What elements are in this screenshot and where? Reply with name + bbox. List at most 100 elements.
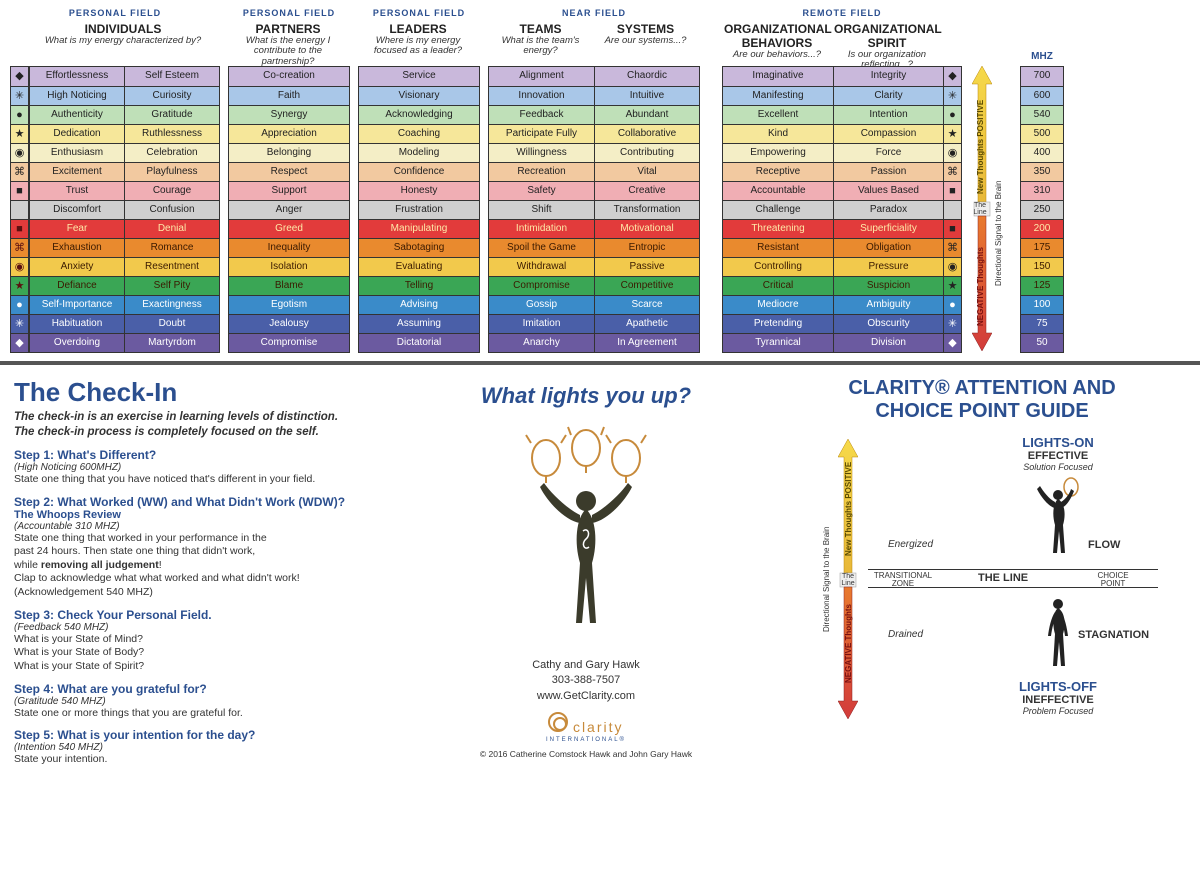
table-row: ★DedicationRuthlessness xyxy=(11,124,219,143)
table-cell: Exactingness xyxy=(124,296,219,314)
table-cell: Pressure xyxy=(833,258,943,276)
clarity-logo-icon xyxy=(548,712,568,732)
table-row: IntimidationMotivational xyxy=(489,219,699,238)
table-row: WithdrawalPassive xyxy=(489,257,699,276)
table-row: ⌘ExhaustionRomance xyxy=(11,238,219,257)
mhz-cell: 200 xyxy=(1021,220,1063,238)
table-row: KindCompassion★ xyxy=(723,124,961,143)
mhz-cell: 175 xyxy=(1021,239,1063,257)
table-cell: Acknowledging xyxy=(359,106,479,124)
row-icon: ■ xyxy=(943,220,961,238)
table-row: ChallengeParadox xyxy=(723,200,961,219)
table-cell: Appreciation xyxy=(229,125,349,143)
table-cell: Passion xyxy=(833,163,943,181)
table-cell: Critical xyxy=(723,277,833,295)
table-row: GossipScarce xyxy=(489,295,699,314)
table-cell: Fear xyxy=(29,220,124,238)
arrow-neg-label: NEGATIVE Thoughts xyxy=(844,594,853,694)
trans-zone-label: TRANSITIONAL ZONE xyxy=(873,572,933,588)
table-row: Sabotaging xyxy=(359,238,479,257)
table-row: Co-creation xyxy=(229,67,349,86)
table-cell: Safety xyxy=(489,182,594,200)
table-row: FeedbackAbundant xyxy=(489,105,699,124)
arrow-pos-label: New Thoughts POSITIVE xyxy=(844,459,853,559)
row-icon: ■ xyxy=(11,220,29,238)
table-cell: Dedication xyxy=(29,125,124,143)
table-row: Egotism xyxy=(229,295,349,314)
table-cell: Confidence xyxy=(359,163,479,181)
table-cell: Abundant xyxy=(594,106,699,124)
table-row: Faith xyxy=(229,86,349,105)
table-row: ImitationApathetic xyxy=(489,314,699,333)
step-body: State your intention. xyxy=(14,753,394,767)
contact-name: Cathy and Gary Hawk xyxy=(406,658,766,673)
table-cell: Coaching xyxy=(359,125,479,143)
table-cell: Suspicion xyxy=(833,277,943,295)
step-body: State one thing that worked in your perf… xyxy=(14,532,394,600)
table-row: ●AuthenticityGratitude xyxy=(11,105,219,124)
table-cell: Threatening xyxy=(723,220,833,238)
step-subtitle: The Whoops Review xyxy=(14,509,394,521)
field-label: PERSONAL FIELD xyxy=(10,8,220,18)
table-row: Frustration xyxy=(359,200,479,219)
column-header: INDIVIDUALSWhat is my energy characteriz… xyxy=(28,20,218,66)
step-title: Step 5: What is your intention for the d… xyxy=(14,728,394,742)
table-row: Participate FullyCollaborative xyxy=(489,124,699,143)
table-cell: Respect xyxy=(229,163,349,181)
table-cell: Trust xyxy=(29,182,124,200)
mhz-cell: 125 xyxy=(1021,277,1063,295)
row-icon: ◆ xyxy=(943,334,961,352)
column-header: LEADERSWhere is my energy focused as a l… xyxy=(358,20,478,66)
table-row: EmpoweringForce◉ xyxy=(723,143,961,162)
step-title: Step 1: What's Different? xyxy=(14,448,394,462)
table-row: Assuming xyxy=(359,314,479,333)
lights-on-figure-icon xyxy=(1033,477,1083,557)
table-cell: Belonging xyxy=(229,144,349,162)
table-row: ◆EffortlessnessSelf Esteem xyxy=(11,67,219,86)
table-cell: Mediocre xyxy=(723,296,833,314)
table-cell: Habituation xyxy=(29,315,124,333)
mhz-cell: 350 xyxy=(1021,163,1063,181)
table-row: Appreciation xyxy=(229,124,349,143)
table-cell: Tyrannical xyxy=(723,334,833,352)
table-cell: Overdoing xyxy=(29,334,124,352)
step-note: (High Noticing 600MHZ) xyxy=(14,462,394,473)
table-cell: Imitation xyxy=(489,315,594,333)
table-row: Manipulating xyxy=(359,219,479,238)
table-cell: Intimidation xyxy=(489,220,594,238)
row-icon: ◉ xyxy=(943,258,961,276)
table-cell: Receptive xyxy=(723,163,833,181)
row-icon: ⌘ xyxy=(943,163,961,181)
row-icon: ● xyxy=(943,296,961,314)
table-row: Evaluating xyxy=(359,257,479,276)
checkin-title: The Check-In xyxy=(14,377,394,408)
table-cell: Self Pity xyxy=(124,277,219,295)
table-row: ◆OverdoingMartyrdom xyxy=(11,333,219,352)
table-row: ✳HabituationDoubt xyxy=(11,314,219,333)
row-icon: ✳ xyxy=(943,315,961,333)
checkin-intro: The check-in is an exercise in learning … xyxy=(14,410,394,440)
table-cell: Inequality xyxy=(229,239,349,257)
table-row: TyrannicalDivision◆ xyxy=(723,333,961,352)
table-row: ◉AnxietyResentment xyxy=(11,257,219,276)
table-cell: Telling xyxy=(359,277,479,295)
row-icon: ✳ xyxy=(11,87,29,105)
contact-phone: 303-388-7507 xyxy=(406,673,766,688)
column-header: SYSTEMSAre our systems...? xyxy=(593,20,698,66)
row-icon: ✳ xyxy=(11,315,29,333)
row-icon: ■ xyxy=(943,182,961,200)
row-icon: ✳ xyxy=(943,87,961,105)
column-header: TEAMSWhat is the team's energy? xyxy=(488,20,593,66)
table-cell: Willingness xyxy=(489,144,594,162)
row-icon: ● xyxy=(11,106,29,124)
guide-title-1: CLARITY® ATTENTION AND xyxy=(778,377,1186,400)
row-icon: ⌘ xyxy=(11,239,29,257)
stagnation-label: STAGNATION xyxy=(1078,629,1149,641)
lights-off-figure-icon xyxy=(1033,594,1083,674)
mhz-cell: 600 xyxy=(1021,87,1063,105)
table-cell: Gratitude xyxy=(124,106,219,124)
table-cell: Participate Fully xyxy=(489,125,594,143)
table-cell: Compromise xyxy=(489,277,594,295)
drained-label: Drained xyxy=(888,629,923,640)
row-icon: ★ xyxy=(943,277,961,295)
